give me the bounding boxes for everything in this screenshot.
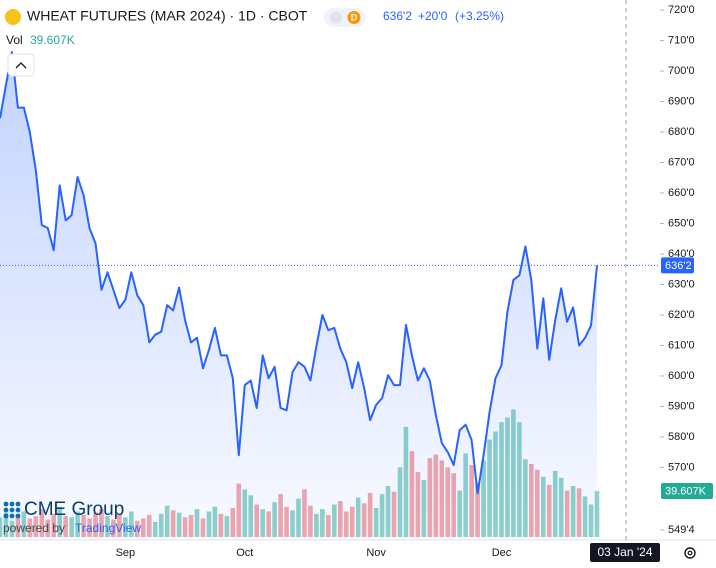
volume-tag (661, 483, 713, 500)
volume-title: Vol (6, 33, 23, 47)
x-tick-label: Dec (492, 547, 512, 559)
symbol-title[interactable]: WHEAT FUTURES (MAR 2024) · 1D · CBOT (27, 8, 308, 24)
logo-text: CME Group (24, 499, 124, 520)
y-tick-label: 620'0 (668, 309, 695, 321)
price-change: +20'0 (418, 9, 448, 23)
x-tick-label: Nov (366, 547, 386, 559)
settings-icon[interactable] (684, 547, 696, 559)
price-tag-text: 636'2 (665, 260, 692, 272)
y-tick-label: 610'0 (668, 339, 695, 351)
price-line (0, 51, 598, 495)
area-fill (0, 52, 597, 540)
delay-badge-text: D (351, 12, 358, 22)
y-tick-label: 570'0 (668, 461, 695, 473)
x-tick-label: Sep (116, 547, 136, 559)
y-tick-label: 710'0 (668, 34, 695, 46)
cme-logo (3, 501, 21, 519)
plot-area (0, 51, 660, 540)
status-dot (330, 11, 342, 24)
price-change-pct: (+3.25%) (455, 9, 504, 23)
y-tick-label: 580'0 (668, 431, 695, 443)
collapse-icon (15, 62, 27, 69)
x-tick-label: Oct (236, 547, 253, 559)
delay-badge (347, 11, 361, 24)
collapse-button[interactable] (7, 53, 35, 77)
axis-labels: 720'0 710'0 700'0 690'0 680'0 670'0 660'0 650'0… (116, 4, 695, 559)
symbol-icon[interactable] (5, 9, 21, 25)
y-tick-label: 590'0 (668, 400, 695, 412)
powered-by: powered by (3, 521, 65, 535)
price-tag (661, 257, 694, 274)
settings-icon-center (687, 550, 693, 556)
brand[interactable]: TradingView (75, 521, 141, 535)
volume-tag-text: 39.607K (665, 485, 707, 497)
volume-value: 39.607K (30, 33, 75, 47)
date-tag (590, 543, 660, 562)
y-tick-label: 720'0 (668, 4, 695, 16)
y-tick-label: 700'0 (668, 65, 695, 77)
tags: 636'2 39.607K 03 Jan '24 (590, 257, 713, 562)
y-tick-label: 680'0 (668, 126, 695, 138)
y-tick-label: 650'0 (668, 217, 695, 229)
y-tick-label: 660'0 (668, 187, 695, 199)
y-tick-label: 630'0 (668, 278, 695, 290)
y-tick-label: 670'0 (668, 156, 695, 168)
last-price: 636'2 (383, 9, 412, 23)
y-tick-label: 600'0 (668, 370, 695, 382)
date-tag-text: 03 Jan '24 (597, 545, 652, 559)
y-tick-label: 640'0 (668, 248, 695, 260)
y-tick-label: 549'4 (668, 524, 695, 536)
y-tick-label: 690'0 (668, 95, 695, 107)
